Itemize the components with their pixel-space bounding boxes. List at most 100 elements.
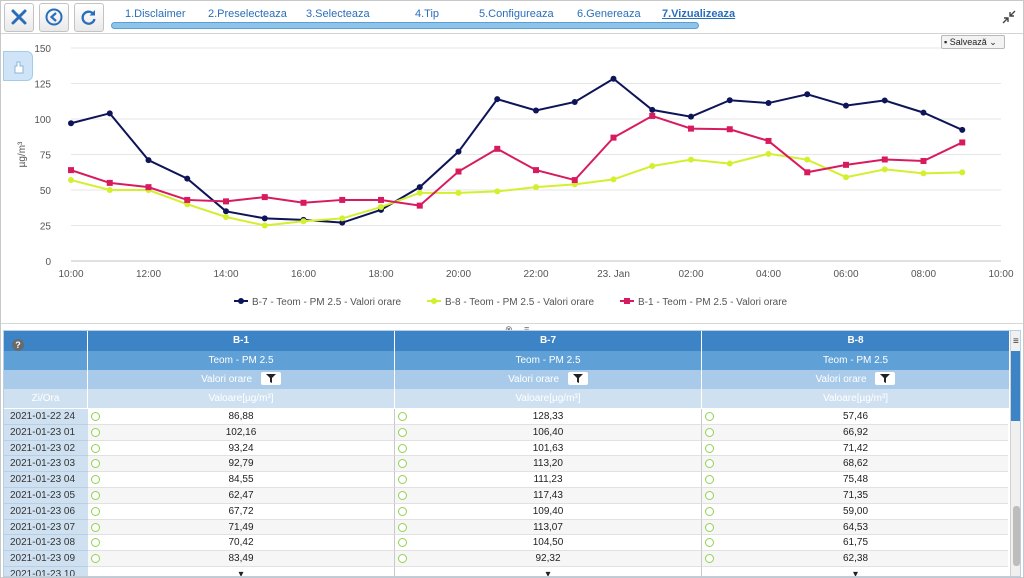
panel-splitter[interactable]: ⊗ ≡: [1, 323, 1023, 334]
help-icon[interactable]: ?: [12, 339, 24, 351]
value-cell[interactable]: 117,43: [395, 488, 702, 504]
value-cell[interactable]: 104,50: [395, 535, 702, 552]
value-cell[interactable]: 70,42: [88, 535, 395, 552]
status-circle-icon: [91, 459, 100, 469]
value-cell[interactable]: ▾: [702, 567, 1008, 576]
back-button[interactable]: [39, 3, 69, 32]
value-text: 102,16: [225, 426, 257, 438]
refresh-button[interactable]: [74, 3, 104, 32]
column-param-b1: Teom - PM 2.5: [88, 351, 395, 370]
data-point: [804, 156, 811, 163]
table-row[interactable]: 2021-01-23 10 ▾ ▾ ▾: [4, 567, 1008, 577]
step-select[interactable]: 3.Selecteaza: [306, 8, 370, 20]
data-point: [106, 179, 113, 186]
value-text: 57,46: [842, 411, 869, 422]
table-row[interactable]: 2021-01-23 03 92,79 113,20 68,62: [4, 456, 1008, 473]
x-tick-label: 10:00: [58, 269, 83, 280]
table-row[interactable]: 2021-01-22 24 86,88 128,33 57,46: [4, 409, 1008, 425]
value-cell[interactable]: 67,72: [88, 503, 395, 520]
table-row[interactable]: 2021-01-23 06 67,72 109,40 59,00: [4, 503, 1008, 520]
series-line-1: [70, 152, 963, 227]
value-cell[interactable]: ▾: [88, 567, 395, 576]
step-type[interactable]: 4.Tip: [415, 8, 440, 20]
data-point: [959, 126, 966, 133]
table-row[interactable]: 2021-01-23 01 102,16 106,40 66,92: [4, 424, 1008, 441]
value-text: 113,20: [533, 458, 563, 470]
value-text: 59,00: [842, 505, 869, 517]
value-cell[interactable]: 62,47: [88, 488, 395, 504]
grid-scrollbar[interactable]: ≡: [1010, 331, 1020, 576]
value-text: 111,23: [533, 474, 563, 486]
status-circle-icon: [705, 459, 714, 469]
grid-menu-icon[interactable]: ≡: [1013, 336, 1019, 347]
value-cell[interactable]: 61,75: [702, 535, 1008, 552]
value-cell[interactable]: 86,88: [88, 409, 395, 425]
table-row[interactable]: 2021-01-23 07 71,49 113,07 64,53: [4, 519, 1008, 536]
value-cell[interactable]: 71,42: [702, 441, 1008, 457]
value-cell[interactable]: 101,63: [395, 440, 702, 457]
table-row[interactable]: 2021-01-23 02 93,24 101,63 71,42: [4, 440, 1008, 457]
value-cell[interactable]: 92,32: [395, 551, 702, 567]
value-cell[interactable]: 64,53: [702, 519, 1008, 536]
filter-button-b8[interactable]: [875, 371, 896, 385]
refresh-icon: [81, 10, 96, 25]
value-cell[interactable]: 113,20: [395, 456, 702, 473]
value-cell[interactable]: 59,00: [702, 504, 1008, 520]
table-row[interactable]: 2021-01-23 09 83,49 92,32 62,38: [4, 551, 1008, 567]
table-row[interactable]: 2021-01-23 05 62,47 117,43 71,35: [4, 488, 1008, 504]
value-cell[interactable]: 106,40: [395, 424, 702, 441]
value-text: ▾: [545, 569, 551, 577]
y-tick-label: 25: [40, 222, 52, 233]
grid-header-scroll-band: [1011, 351, 1020, 421]
value-cell[interactable]: 75,48: [702, 472, 1008, 488]
scrollbar-thumb[interactable]: [1013, 506, 1020, 566]
value-cell[interactable]: 128,33: [395, 409, 702, 425]
value-cell[interactable]: 113,07: [395, 519, 702, 536]
collapse-circle-icon[interactable]: ⊗: [505, 324, 513, 334]
column-agg-b8-label: Valori orare: [815, 374, 867, 385]
value-cell[interactable]: 66,92: [702, 424, 1008, 441]
value-cell[interactable]: 57,46: [702, 409, 1008, 425]
filter-button-b1[interactable]: [260, 371, 281, 385]
value-text: 62,38: [842, 553, 869, 565]
value-text: 70,42: [228, 537, 254, 549]
value-cell[interactable]: 71,49: [88, 519, 395, 536]
value-cell[interactable]: 102,16: [88, 424, 395, 441]
value-cell[interactable]: 92,79: [88, 456, 395, 473]
value-cell[interactable]: 109,40: [395, 503, 702, 520]
status-circle-icon: [398, 491, 407, 500]
value-cell[interactable]: ▾: [395, 567, 702, 577]
data-point: [959, 139, 966, 146]
grid-corner-3: [4, 370, 88, 389]
value-cell[interactable]: 68,62: [702, 456, 1008, 473]
value-cell[interactable]: 93,24: [88, 440, 395, 457]
row-date: 2021-01-23 07: [4, 519, 88, 536]
table-row[interactable]: 2021-01-23 04 84,55 111,23 75,48: [4, 472, 1008, 488]
step-disclaimer[interactable]: 1.Disclaimer: [125, 8, 186, 20]
data-point: [649, 106, 656, 113]
value-cell[interactable]: 62,38: [702, 551, 1008, 567]
step-configure[interactable]: 5.Configureaza: [479, 8, 554, 20]
value-text: 62,47: [228, 490, 254, 501]
value-text: 104,50: [532, 537, 564, 549]
value-text: 92,79: [228, 458, 254, 470]
status-circle-icon: [398, 475, 407, 485]
value-cell[interactable]: 71,35: [702, 488, 1008, 504]
drag-grip-icon[interactable]: ≡: [524, 324, 530, 334]
line-chart: 0 25 50 75 100 125 150 µg/m³ 10:00 12:00 14:00 16:0…: [17, 44, 1014, 308]
step-visualize[interactable]: 7.Vizualizeaza: [662, 8, 736, 20]
collapse-button[interactable]: [1001, 9, 1017, 25]
row-date: 2021-01-23 06: [4, 503, 88, 520]
chart-side-tab[interactable]: [3, 51, 33, 81]
value-cell[interactable]: 83,49: [88, 551, 395, 567]
close-button[interactable]: [4, 3, 34, 32]
value-cell[interactable]: 111,23: [395, 472, 702, 488]
step-preselect[interactable]: 2.Preselecteaza: [208, 8, 287, 20]
step-generate[interactable]: 6.Genereaza: [577, 8, 641, 20]
save-dropdown[interactable]: ▪ Salvează ⌄: [941, 35, 1005, 49]
filter-button-b7[interactable]: [567, 371, 588, 385]
data-point: [145, 184, 152, 191]
value-cell[interactable]: 84,55: [88, 472, 395, 488]
table-row[interactable]: 2021-01-23 08 70,42 104,50 61,75: [4, 535, 1008, 552]
